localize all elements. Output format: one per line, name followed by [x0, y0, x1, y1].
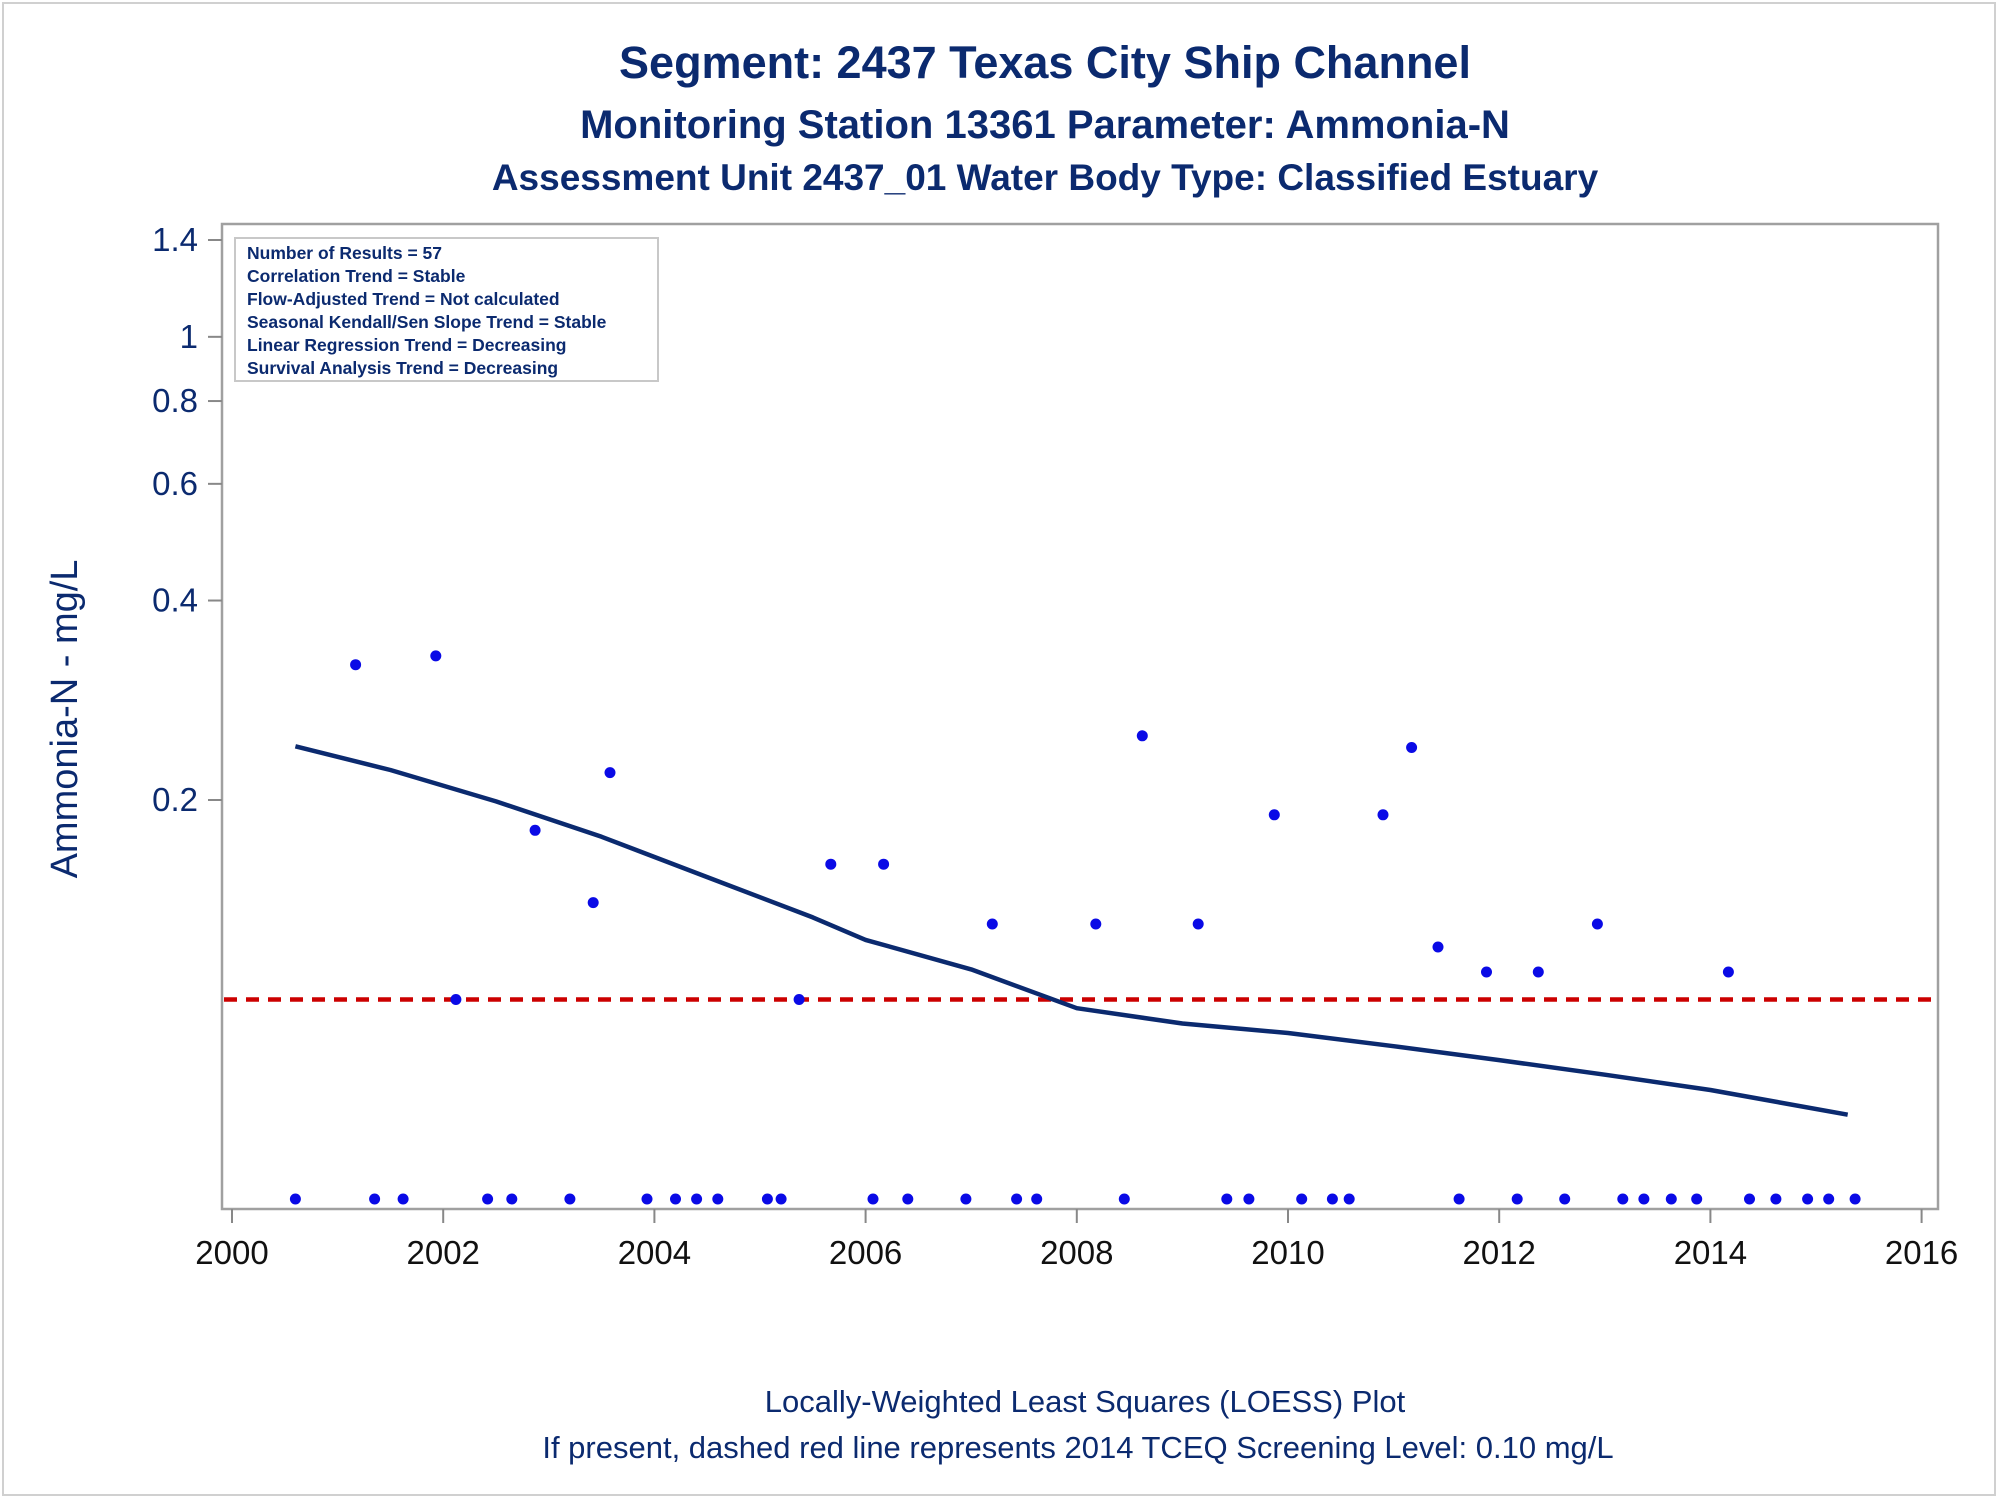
data-point [1192, 918, 1204, 930]
stat-line: Linear Regression Trend = Decreasing [247, 335, 567, 355]
data-point [1511, 1193, 1523, 1205]
data-point [825, 858, 837, 870]
y-axis-label: Ammonia-N - mg/L [44, 560, 86, 879]
data-point [1136, 730, 1148, 742]
footnote-loess: Locally-Weighted Least Squares (LOESS) P… [765, 1384, 1406, 1419]
data-point [775, 1193, 787, 1205]
data-points [289, 650, 1861, 1205]
x-tick-label: 2002 [406, 1234, 479, 1271]
y-tick-label: 1.4 [152, 221, 198, 258]
data-point [1326, 1193, 1338, 1205]
data-point [1481, 966, 1492, 978]
x-tick-label: 2014 [1674, 1234, 1747, 1271]
plot-area [220, 222, 1940, 1211]
data-point [430, 650, 442, 662]
x-tick-label: 2008 [1040, 1234, 1113, 1271]
data-point [986, 918, 998, 930]
data-point [1617, 1193, 1629, 1205]
data-point [902, 1193, 914, 1205]
data-point [1296, 1193, 1308, 1205]
data-point [1638, 1193, 1650, 1205]
loess-trend-line [294, 744, 1849, 1117]
data-point [1343, 1193, 1355, 1205]
x-tick-label: 2012 [1462, 1234, 1535, 1271]
stat-line: Correlation Trend = Stable [247, 266, 466, 286]
data-point [564, 1193, 576, 1205]
stat-line: Flow-Adjusted Trend = Not calculated [247, 289, 560, 309]
data-point [1118, 1193, 1130, 1205]
data-point [350, 659, 362, 671]
x-tick-label: 2000 [195, 1234, 268, 1271]
chart-subtitle-2: Assessment Unit 2437_01 Water Body Type:… [492, 157, 1599, 198]
data-point [482, 1193, 494, 1205]
y-tick-label: 0.2 [152, 781, 198, 818]
data-point [1665, 1193, 1677, 1205]
chart-subtitle: Monitoring Station 13361 Parameter: Ammo… [580, 103, 1510, 147]
data-point [369, 1193, 381, 1205]
data-point [1011, 1193, 1023, 1205]
data-point [506, 1193, 518, 1205]
data-point [1268, 809, 1280, 821]
stats-box [234, 237, 659, 382]
data-point [1744, 1193, 1755, 1205]
stats-text: Number of Results = 57 Correlation Trend … [247, 243, 607, 378]
data-point [1377, 809, 1389, 821]
data-point [604, 767, 616, 779]
data-point [878, 858, 890, 870]
data-point [691, 1193, 703, 1205]
x-axis: 2000 2002 2004 2006 2008 2010 2012 2014 2016 [195, 1209, 1958, 1271]
y-tick-label: 1 [180, 318, 198, 355]
data-point [1532, 966, 1544, 978]
data-point [1559, 1193, 1571, 1205]
data-point [641, 1193, 653, 1205]
data-point [670, 1193, 681, 1205]
stat-line: Survival Analysis Trend = Decreasing [247, 358, 558, 378]
data-point [1591, 918, 1603, 930]
data-point [289, 1193, 301, 1205]
data-point [1691, 1193, 1703, 1205]
y-tick-label: 0.6 [152, 465, 198, 502]
x-tick-label: 2010 [1251, 1234, 1324, 1271]
data-point [1432, 941, 1444, 953]
data-point [1823, 1193, 1835, 1205]
x-tick-label: 2006 [829, 1234, 902, 1271]
data-point [1849, 1193, 1861, 1205]
stat-line: Seasonal Kendall/Sen Slope Trend = Stabl… [247, 312, 607, 332]
data-point [1770, 1193, 1782, 1205]
y-tick-label: 0.4 [152, 582, 198, 619]
data-point [397, 1193, 409, 1205]
data-point [1243, 1193, 1255, 1205]
y-tick-label: 0.8 [152, 382, 198, 419]
data-point [1453, 1193, 1465, 1205]
x-tick-label: 2016 [1885, 1234, 1958, 1271]
data-point [712, 1193, 724, 1205]
footnote-screening: If present, dashed red line represents 2… [542, 1430, 1613, 1465]
data-point [450, 994, 462, 1005]
data-point [1802, 1193, 1814, 1205]
chart-title: Segment: 2437 Texas City Ship Channel [619, 37, 1471, 88]
data-point [793, 994, 805, 1005]
data-point [1722, 966, 1734, 978]
data-point [587, 897, 599, 909]
data-point [1031, 1193, 1043, 1205]
stat-line: Number of Results = 57 [247, 243, 442, 263]
x-tick-label: 2004 [618, 1234, 691, 1271]
data-point [1090, 918, 1102, 930]
data-point [529, 824, 541, 836]
data-point [761, 1193, 773, 1205]
data-point [1406, 742, 1418, 753]
y-axis: 1.4 1 0.8 0.6 0.4 0.2 [152, 221, 222, 818]
data-point [867, 1193, 879, 1205]
data-point [1221, 1193, 1233, 1205]
data-point [960, 1193, 972, 1205]
